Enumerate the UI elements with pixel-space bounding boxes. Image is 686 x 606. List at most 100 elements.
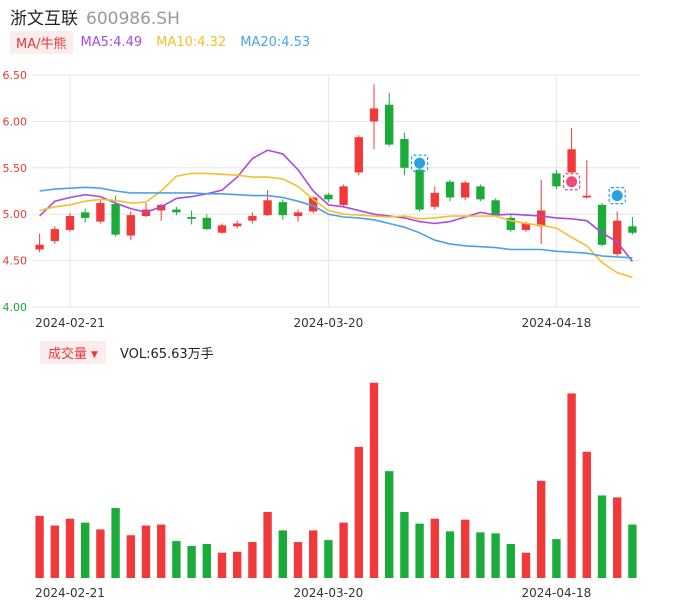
candle-body (35, 244, 44, 250)
signal-marker-icon (414, 157, 426, 169)
volume-date-tick-label: 2024-02-21 (35, 586, 105, 600)
price-tick-label: 6.50 (3, 69, 28, 82)
volume-bar (369, 382, 379, 578)
volume-bar (126, 535, 135, 578)
volume-bar (506, 544, 515, 578)
ma10-label: MA10:4.32 (156, 34, 227, 50)
ma20-line (39, 186, 633, 259)
indicator-selector-button[interactable]: MA/牛熊 (10, 30, 73, 54)
candle-body (613, 220, 622, 255)
candle-body (521, 223, 531, 230)
candle-body (597, 204, 607, 245)
volume-bar (157, 524, 166, 578)
volume-selector-label: 成交量 (48, 346, 88, 362)
volume-bar (111, 508, 120, 578)
volume-bar (233, 551, 242, 578)
candle-body (202, 217, 211, 230)
price-tick-label: 4.00 (3, 301, 28, 314)
candle-body (354, 137, 363, 173)
volume-bar (597, 495, 607, 578)
price-tick-label: 5.50 (3, 162, 28, 175)
price-tick-label: 6.00 (3, 115, 28, 128)
candle-body (552, 173, 561, 187)
price-tick-label: 4.50 (3, 255, 28, 268)
candle-body (476, 186, 485, 200)
candle-body (233, 223, 242, 227)
volume-bar (293, 542, 303, 578)
volume-bar (385, 471, 394, 578)
volume-bar (537, 480, 546, 578)
volume-bar (141, 525, 151, 578)
price-tick-label: 5.00 (3, 208, 28, 221)
volume-bar (309, 530, 318, 578)
volume-bar (415, 523, 424, 578)
volume-date-tick-label: 2024-03-20 (294, 586, 364, 600)
caret-down-icon: ▼ (91, 349, 98, 360)
candle-body (81, 212, 90, 218)
candle-body (491, 200, 500, 216)
candle-body (628, 226, 637, 233)
candle-body (50, 229, 59, 242)
volume-legend: 成交量 ▼ VOL:65.63万手 (40, 340, 214, 364)
stock-code: 600986.SH (86, 9, 180, 29)
date-tick-label: 2024-03-20 (294, 316, 364, 330)
volume-bar (35, 515, 44, 578)
stock-name: 浙文互联 (10, 9, 78, 29)
volume-bar (65, 518, 75, 578)
date-tick-label: 2024-02-21 (35, 316, 105, 330)
volume-bar (50, 525, 59, 578)
volume-bar (248, 542, 257, 578)
candle-body (278, 202, 287, 216)
ma10-line (39, 172, 633, 279)
candle-body (187, 216, 196, 219)
date-tick-label: 2024-04-18 (522, 316, 592, 330)
candle-body (567, 149, 576, 173)
volume-bar (172, 541, 181, 578)
volume-bar (461, 519, 470, 578)
volume-bar (324, 540, 333, 578)
candle-body (111, 203, 120, 235)
candle-body (126, 215, 135, 236)
candle-body (385, 104, 394, 145)
volume-bar (567, 393, 576, 578)
candle-body (506, 217, 515, 230)
volume-bar (552, 539, 561, 578)
volume-bar (445, 531, 455, 578)
candle-body (339, 186, 348, 205)
candle-body (248, 216, 257, 221)
signal-marker-frame (562, 173, 581, 191)
volume-bar (400, 511, 409, 578)
candle-body (217, 225, 227, 233)
volume-date-tick-label: 2024-04-18 (522, 586, 592, 600)
volume-bar (278, 530, 287, 578)
candle-body (400, 139, 409, 168)
candle-body (415, 169, 424, 210)
volume-bar (339, 522, 348, 578)
signal-marker-frame (411, 154, 429, 172)
volume-value-label: VOL:65.63万手 (119, 346, 214, 362)
candle-body (172, 209, 181, 213)
volume-bar (202, 544, 211, 578)
volume-bar (217, 552, 227, 578)
candle-body (157, 204, 166, 211)
candle-body (65, 216, 75, 230)
signal-marker-icon (611, 190, 623, 202)
ma5-label: MA5:4.49 (80, 34, 143, 50)
candle-body (582, 195, 591, 198)
candle-body (461, 182, 470, 198)
volume-bar (613, 497, 622, 578)
signal-marker-frame (608, 187, 626, 205)
volume-bar (628, 524, 637, 578)
candle-body (324, 194, 333, 200)
ma20-label: MA20:4.53 (240, 34, 311, 50)
candle-body (263, 200, 272, 216)
volume-bar (430, 518, 439, 578)
ma-legend: MA/牛熊 MA5:4.49 MA10:4.32 MA20:4.53 (10, 30, 324, 54)
volume-bar (263, 511, 272, 578)
candle-body (309, 197, 318, 212)
volume-selector-button[interactable]: 成交量 ▼ (40, 340, 106, 364)
candle-body (430, 192, 439, 207)
candle-body (369, 108, 379, 122)
volume-bar (491, 533, 500, 578)
